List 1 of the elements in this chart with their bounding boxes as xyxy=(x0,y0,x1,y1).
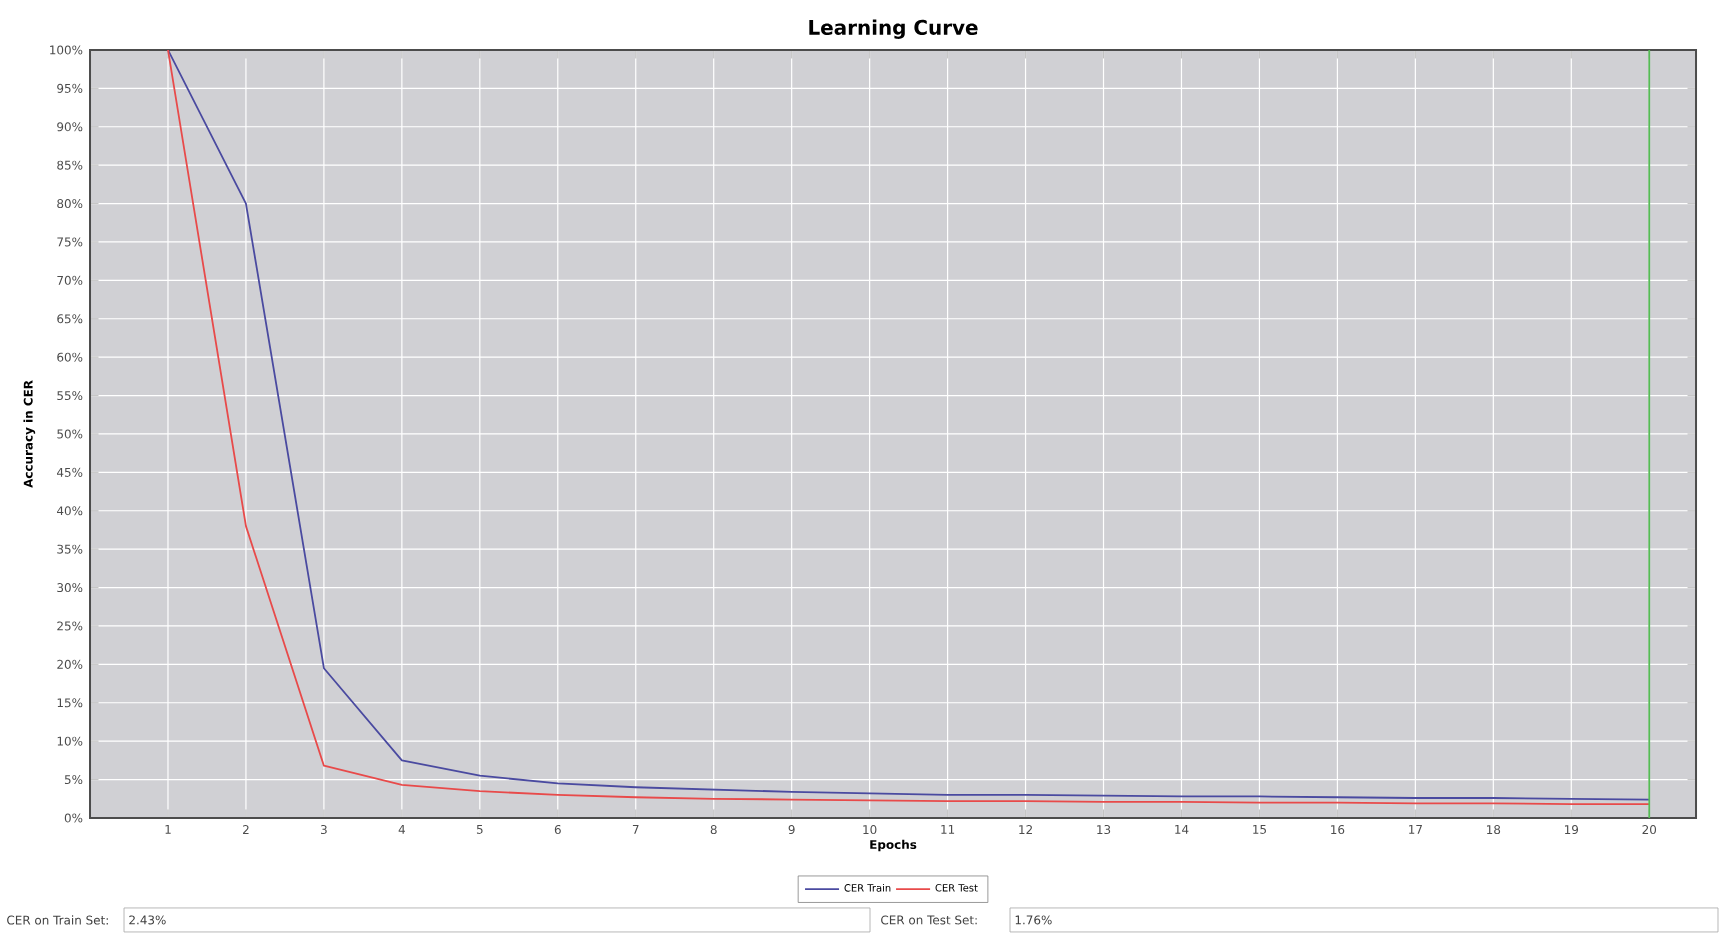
chart-title: Learning Curve xyxy=(809,19,978,39)
